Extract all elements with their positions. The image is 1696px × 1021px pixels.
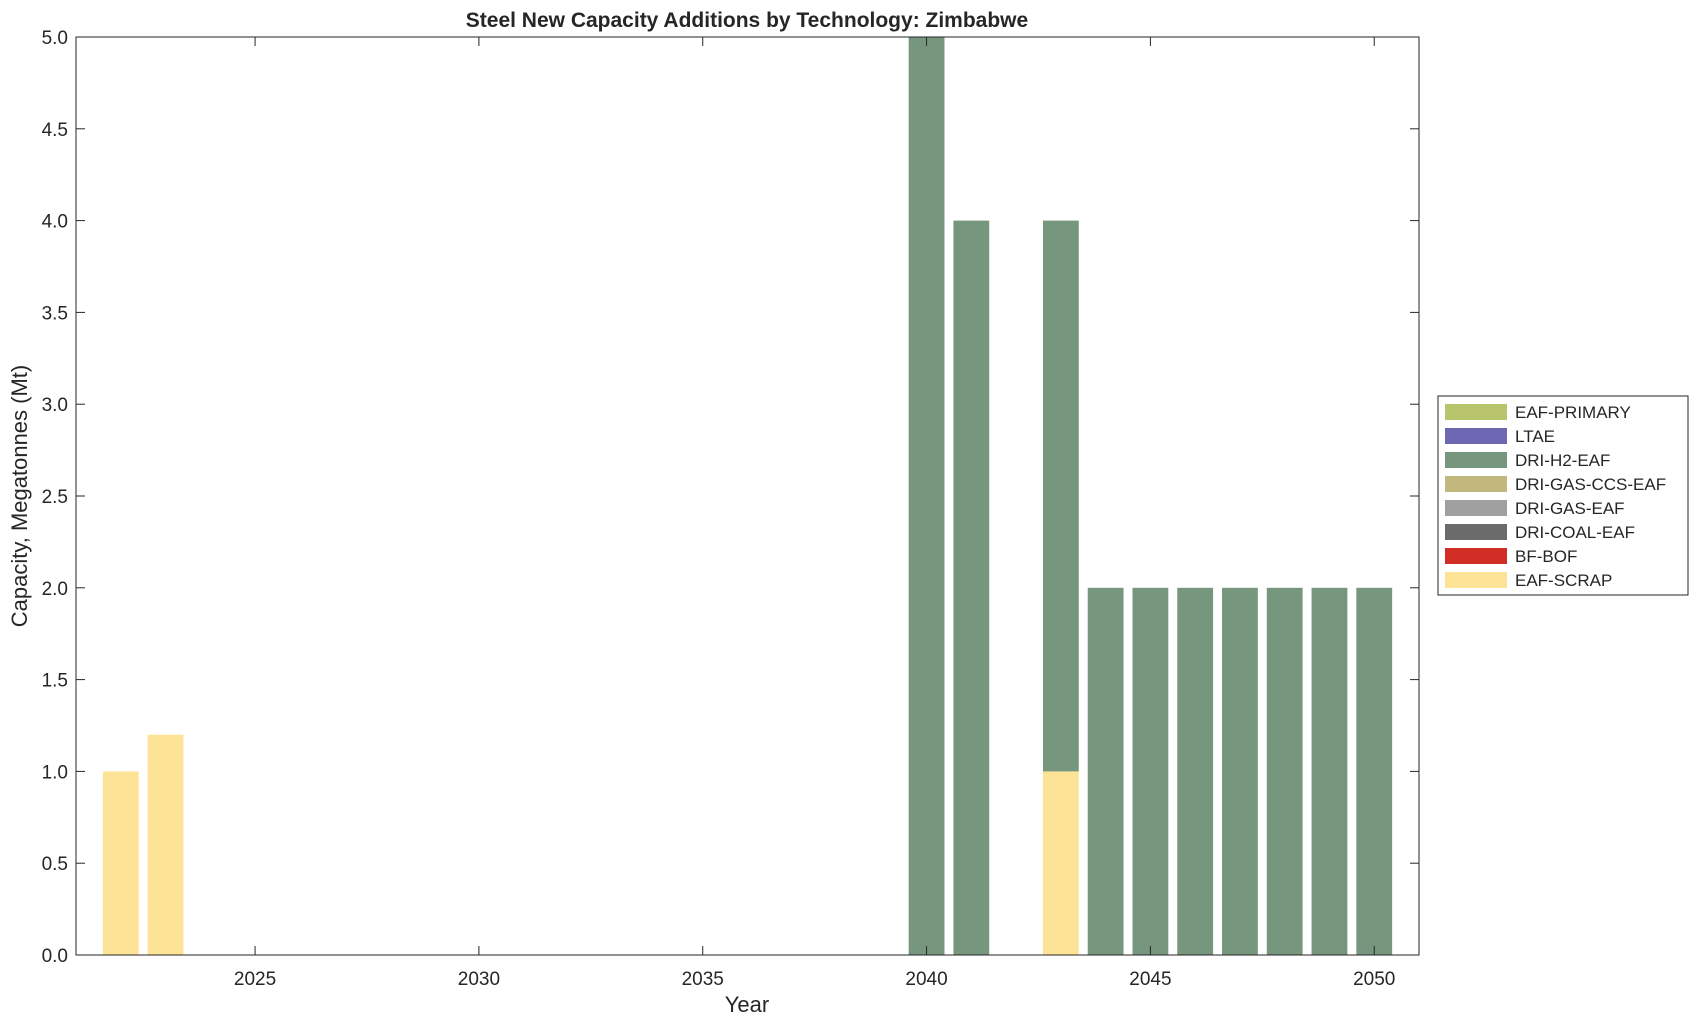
x-axis-label: Year: [725, 992, 769, 1017]
legend-label-eaf-primary: EAF-PRIMARY: [1515, 403, 1631, 422]
y-tick-label: 1.0: [42, 762, 68, 783]
legend-items: EAF-PRIMARY LTAE DRI-H2-EAF DRI-GAS-CCS-EAF…: [1445, 403, 1666, 590]
bar-dri-h2-eaf-2046: [1177, 587, 1214, 955]
bar-dri-h2-eaf-2040: [908, 37, 945, 955]
plot-area-frame: [75, 36, 1420, 956]
ticks-layer: 2025 2030 2035 2040 2045 2050 0.0 0.5 1.0 1.5 2.0 2…: [42, 28, 1419, 990]
legend-label-dri-h2-eaf: DRI-H2-EAF: [1515, 451, 1610, 470]
y-tick-label: 1.5: [42, 671, 68, 692]
chart-title: Steel New Capacity Additions by Technolo…: [466, 9, 1028, 32]
legend-label-dri-coal-eaf: DRI-COAL-EAF: [1515, 523, 1635, 542]
bar-dri-h2-eaf-2044: [1087, 587, 1124, 955]
y-tick-label: 3.5: [42, 303, 68, 324]
y-tick-label: 0.0: [42, 946, 68, 967]
legend-swatch-dri-gas-eaf: [1445, 500, 1507, 516]
bar-dri-h2-eaf-2050: [1356, 587, 1393, 955]
x-tick-label: 2040: [905, 969, 947, 990]
bar-eaf-scrap-2023: [147, 734, 184, 955]
y-tick-label: 2.0: [42, 579, 68, 600]
legend-label-dri-gas-ccs-eaf: DRI-GAS-CCS-EAF: [1515, 475, 1666, 494]
y-tick-label: 3.0: [42, 395, 68, 416]
legend-swatch-eaf-scrap: [1445, 572, 1507, 588]
bar-dri-h2-eaf-2048: [1266, 587, 1303, 955]
legend-swatch-dri-h2-eaf: [1445, 452, 1507, 468]
bar-dri-h2-eaf-2045: [1132, 587, 1169, 955]
bar-eaf-scrap-2022: [102, 771, 139, 955]
y-axis-label: Capacity, Megatonnes (Mt): [7, 365, 32, 627]
x-tick-label: 2050: [1353, 969, 1395, 990]
legend-swatch-dri-gas-ccs-eaf: [1445, 476, 1507, 492]
x-tick-label: 2035: [682, 969, 724, 990]
y-tick-label: 0.5: [42, 854, 68, 875]
y-tick-label: 5.0: [42, 28, 68, 49]
legend: EAF-PRIMARY LTAE DRI-H2-EAF DRI-GAS-CCS-EAF…: [1437, 395, 1689, 596]
legend-label-eaf-scrap: EAF-SCRAP: [1515, 571, 1612, 590]
legend-swatch-bf-bof: [1445, 548, 1507, 564]
legend-swatch-dri-coal-eaf: [1445, 524, 1507, 540]
y-tick-label: 4.0: [42, 212, 68, 233]
legend-label-bf-bof: BF-BOF: [1515, 547, 1577, 566]
legend-swatch-ltae: [1445, 428, 1507, 444]
legend-label-dri-gas-eaf: DRI-GAS-EAF: [1515, 499, 1625, 518]
bar-dri-h2-eaf-2047: [1222, 587, 1258, 955]
y-tick-label: 2.5: [42, 487, 68, 508]
y-tick-label: 4.5: [42, 120, 68, 141]
legend-swatch-eaf-primary: [1445, 404, 1507, 420]
bar-dri-h2-eaf-2043: [1042, 220, 1079, 772]
x-tick-label: 2045: [1129, 969, 1171, 990]
x-tick-label: 2025: [234, 969, 276, 990]
x-tick-label: 2030: [458, 969, 500, 990]
legend-label-ltae: LTAE: [1515, 427, 1555, 446]
bar-eaf-scrap-2043: [1042, 771, 1079, 955]
bar-dri-h2-eaf-2041: [953, 220, 990, 956]
bar-dri-h2-eaf-2049: [1311, 587, 1348, 955]
bars-layer: [102, 37, 1393, 956]
